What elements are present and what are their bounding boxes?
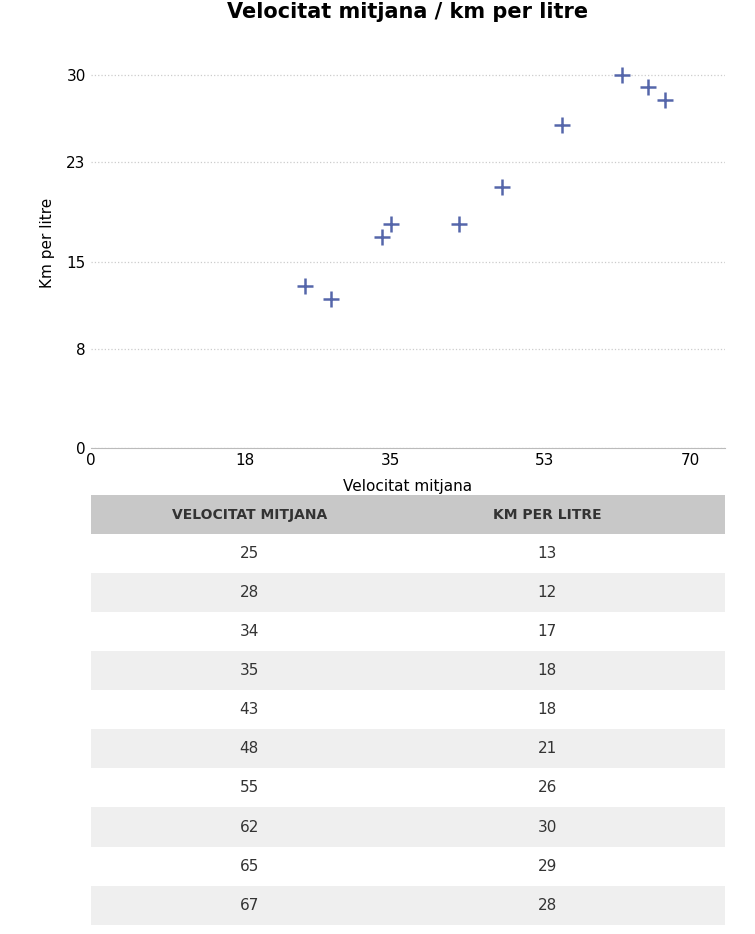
- Text: 30: 30: [538, 819, 557, 834]
- Text: 67: 67: [239, 898, 259, 913]
- Text: 55: 55: [239, 781, 259, 796]
- Text: 18: 18: [538, 663, 557, 678]
- Bar: [91, 612, 725, 651]
- Text: KM PER LITRE: KM PER LITRE: [493, 507, 602, 521]
- Bar: [91, 534, 725, 573]
- Bar: [91, 651, 725, 690]
- Y-axis label: Km per litre: Km per litre: [40, 198, 55, 288]
- Bar: [91, 846, 725, 885]
- Text: 34: 34: [239, 624, 259, 639]
- Text: 35: 35: [239, 663, 259, 678]
- Bar: [91, 690, 725, 729]
- Text: 18: 18: [538, 702, 557, 717]
- Point: [556, 117, 568, 132]
- Bar: [91, 808, 725, 846]
- Bar: [91, 495, 725, 534]
- Text: 26: 26: [538, 781, 557, 796]
- Text: 65: 65: [239, 858, 259, 873]
- Point: [299, 279, 311, 294]
- Text: VELOCITAT MITJANA: VELOCITAT MITJANA: [171, 507, 327, 521]
- X-axis label: Velocitat mitjana: Velocitat mitjana: [343, 479, 473, 494]
- Text: 28: 28: [239, 586, 259, 601]
- Point: [384, 217, 396, 232]
- Bar: [91, 729, 725, 769]
- Bar: [91, 885, 725, 925]
- Point: [496, 179, 508, 194]
- Text: 21: 21: [538, 742, 557, 757]
- Text: 25: 25: [239, 546, 259, 561]
- Text: 43: 43: [239, 702, 259, 717]
- Text: 12: 12: [538, 586, 557, 601]
- Text: 28: 28: [538, 898, 557, 913]
- Title: Els gràfics de dispersió
Velocitat mitjana / km per litre: Els gràfics de dispersió Velocitat mitja…: [227, 0, 588, 21]
- Point: [376, 229, 388, 244]
- Point: [453, 217, 465, 232]
- Text: 62: 62: [239, 819, 259, 834]
- Text: 13: 13: [538, 546, 557, 561]
- Text: 48: 48: [239, 742, 259, 757]
- Text: 29: 29: [538, 858, 557, 873]
- Point: [642, 79, 654, 94]
- Bar: [91, 769, 725, 808]
- Point: [616, 67, 628, 82]
- Text: 17: 17: [538, 624, 557, 639]
- Bar: [91, 573, 725, 612]
- Point: [659, 92, 671, 107]
- Point: [325, 291, 337, 306]
